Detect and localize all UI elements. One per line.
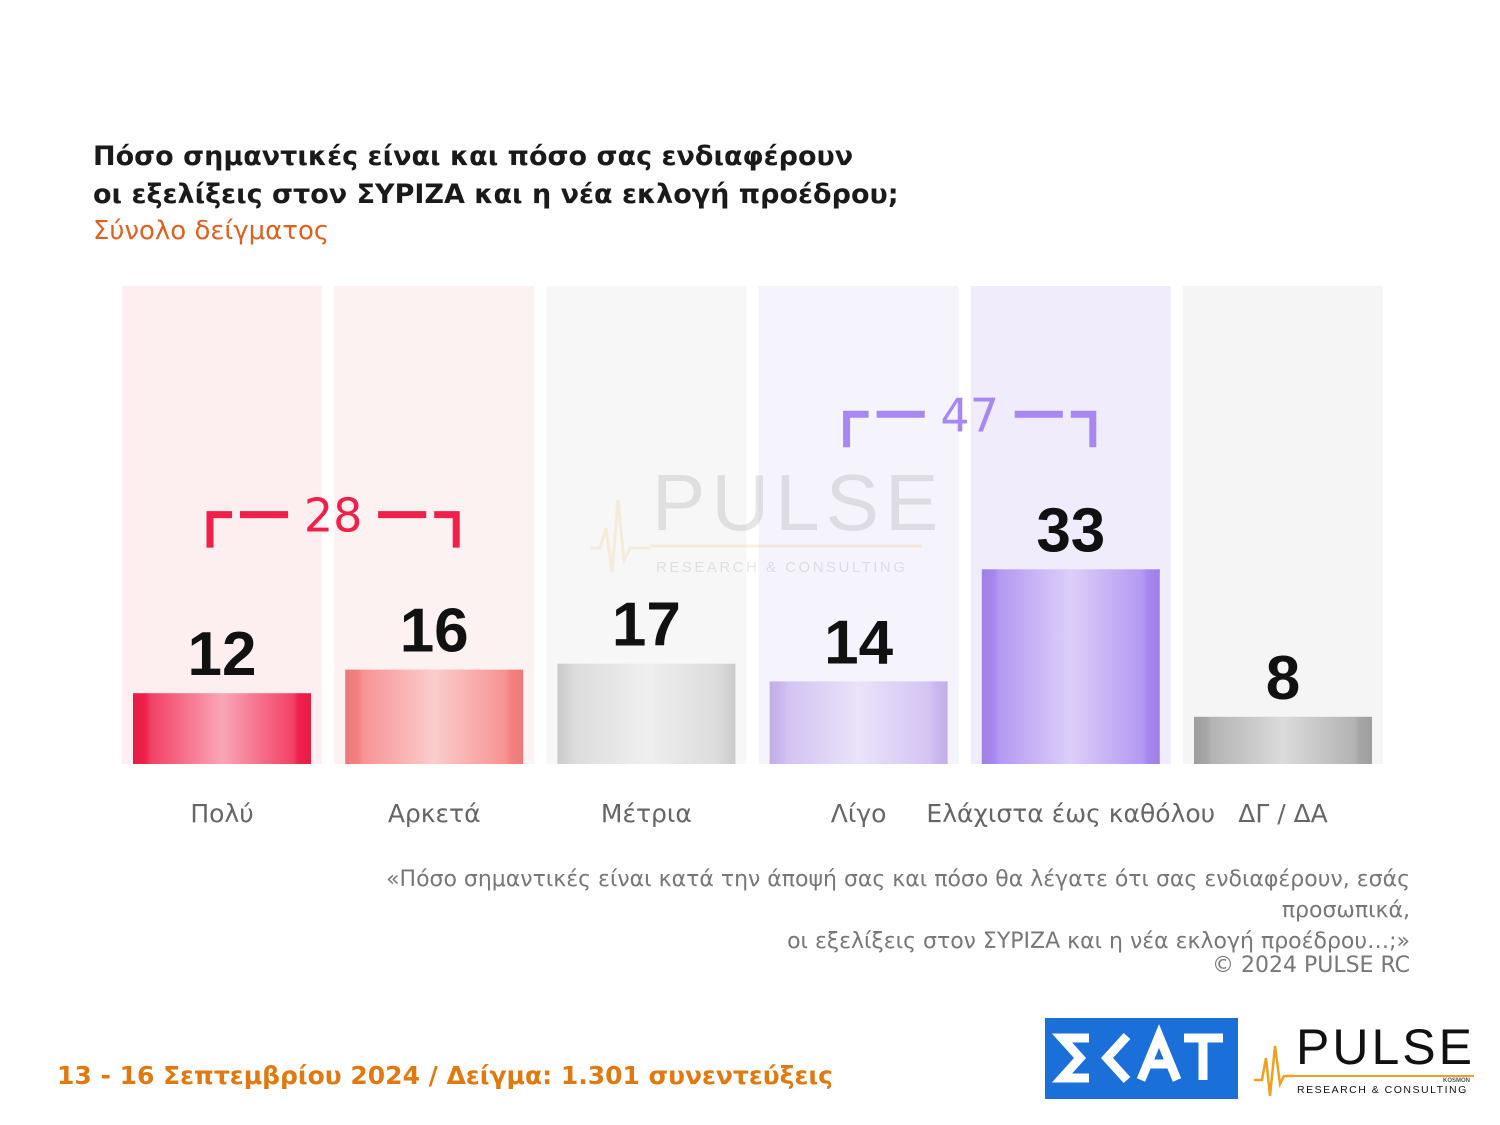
chart-subtitle: Σύνολο δείγματος [93, 216, 330, 246]
bracket-left-hook [206, 511, 232, 548]
bar [769, 681, 948, 764]
category-label: Μέτρια [601, 799, 692, 828]
column-background [1183, 286, 1383, 764]
data-label: 8 [1266, 644, 1300, 713]
data-label: 16 [400, 597, 469, 666]
category-label: Αρκετά [388, 799, 481, 828]
category-label: Πολύ [190, 799, 253, 828]
data-label: 12 [188, 620, 257, 689]
pulse-logo: PULSE KOSMON RESEARCH & CONSULTING [1250, 1018, 1475, 1100]
category-label: ΔΓ / ΔΑ [1238, 799, 1328, 828]
bar [1194, 716, 1372, 764]
bracket-label: 28 [304, 489, 363, 543]
bar [345, 669, 524, 764]
question-line-1: «Πόσο σημαντικές είναι κατά την άποψή σα… [386, 867, 1410, 923]
data-label: 33 [1036, 496, 1105, 565]
skai-logo-mark [1051, 1024, 1223, 1084]
chart-title: Πόσο σημαντικές είναι και πόσο σας ενδια… [93, 138, 899, 214]
bar [557, 663, 736, 764]
survey-footer: 13 - 16 Σεπτεμβρίου 2024 / Δείγμα: 1.301… [57, 1061, 833, 1090]
bracket-right-hook [434, 511, 460, 548]
bracket-annotation: 28 [206, 489, 460, 548]
copyright: © 2024 PULSE RC [1211, 953, 1410, 978]
bracket-right-hook [1070, 410, 1097, 448]
column-background [122, 286, 322, 764]
bracket-left-hook [843, 410, 869, 448]
bar-chart: PULSERESEARCH & CONSULTING12Πολύ16Αρκετά… [122, 286, 1383, 828]
title-line-2: οι εξελίξεις στον ΣΥΡΙΖΑ και η νέα εκλογ… [93, 179, 899, 210]
pulse-logo-tagline: RESEARCH & CONSULTING [1297, 1084, 1468, 1096]
pulse-logo-text: PULSE [1296, 1019, 1475, 1075]
question-line-2: οι εξελίξεις στον ΣΥΡΙΖΑ και η νέα εκλογ… [787, 929, 1410, 954]
bracket-label: 47 [940, 388, 999, 442]
data-label: 17 [612, 591, 681, 660]
title-line-1: Πόσο σημαντικές είναι και πόσο σας ενδια… [93, 141, 854, 172]
category-label: Ελάχιστα έως καθόλου [926, 799, 1215, 828]
pulse-logo-mark: PULSE KOSMON RESEARCH & CONSULTING [1254, 1019, 1475, 1097]
pulse-logo-small: KOSMON [1443, 1078, 1470, 1084]
bracket-annotation: 47 [843, 388, 1097, 448]
category-label: Λίγο [831, 799, 887, 828]
data-label: 14 [824, 608, 893, 677]
question-text: «Πόσο σημαντικές είναι κατά την άποψή σα… [260, 864, 1410, 957]
skai-logo [1045, 1018, 1238, 1099]
bar [133, 693, 311, 764]
bar [981, 569, 1160, 764]
